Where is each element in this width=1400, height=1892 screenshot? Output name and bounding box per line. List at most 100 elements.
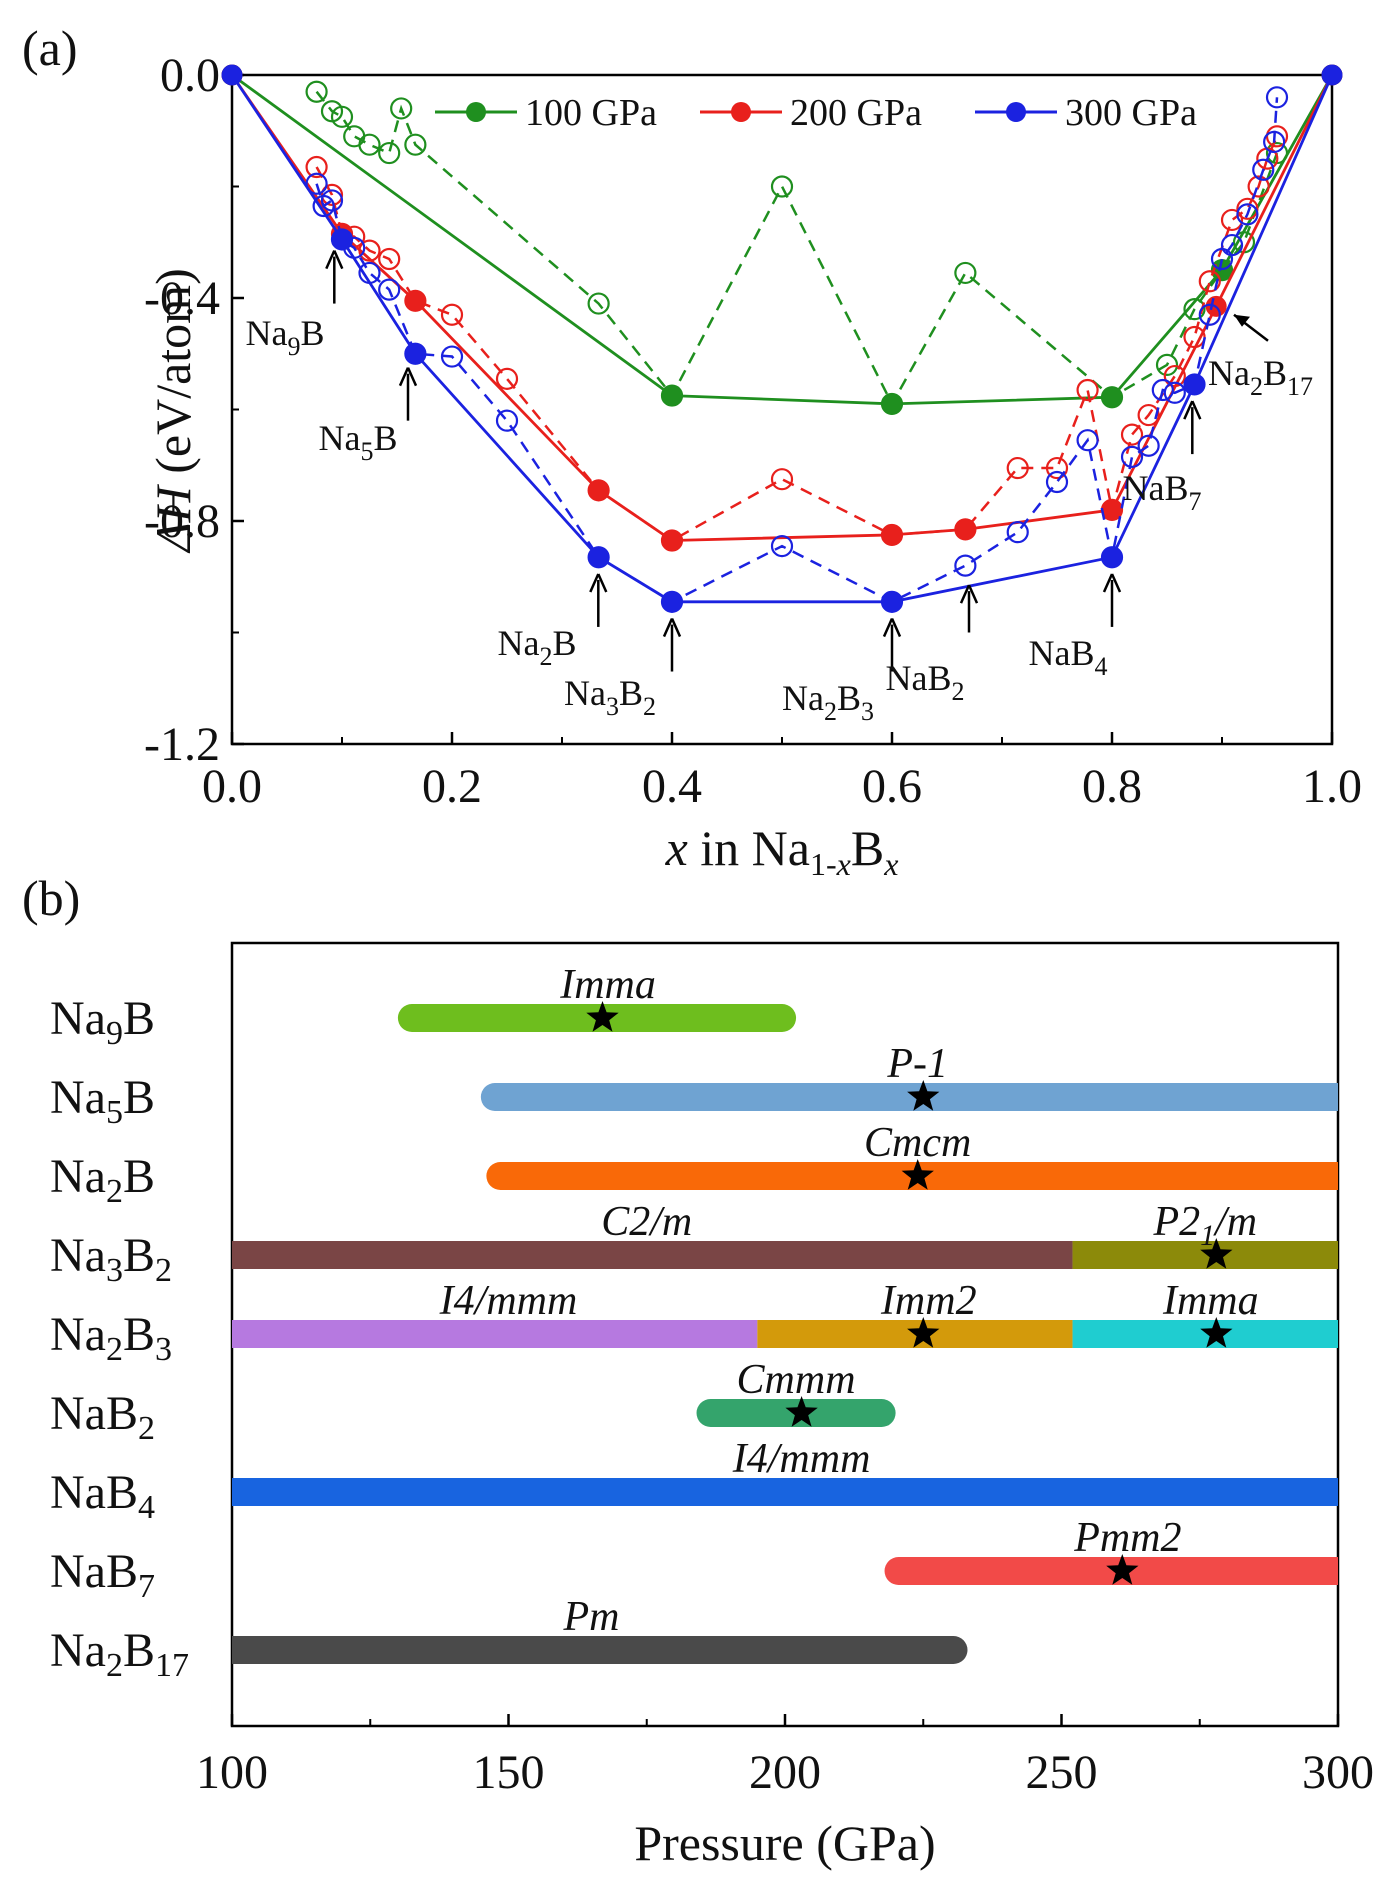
series-hull-line <box>231 73 1334 406</box>
panel-a-series <box>221 64 1343 613</box>
panel-a: (a) 0.0 0.2 0.4 0.6 0.8 1.0 0.0 -0.4 -0.8 -1.2 10… <box>22 20 1362 882</box>
metastable-point <box>495 409 519 432</box>
x-tick-label: 1.0 <box>1302 760 1362 813</box>
metastable-point <box>1263 130 1286 153</box>
metastable-point <box>770 534 794 558</box>
x-tick-label: 0.0 <box>202 760 262 813</box>
panel-a-axes: 0.0 0.2 0.4 0.6 0.8 1.0 0.0 -0.4 -0.8 -1.2 <box>144 49 1362 813</box>
phase-label: I4/mmm <box>732 1436 871 1482</box>
compound-label: NaB2 <box>50 1387 155 1447</box>
metastable-point <box>954 261 977 285</box>
compound-label: NaB4 <box>50 1466 155 1526</box>
x-tick-label: 0.2 <box>422 760 482 813</box>
compound-label: Na2B <box>50 1150 155 1210</box>
compound-label: Na2B3 <box>50 1308 172 1368</box>
panel-a-xlabel: x in Na1-xBx <box>665 820 899 882</box>
stable-star <box>1200 1317 1233 1348</box>
annotation-label: NaB4 <box>1029 633 1108 681</box>
phase-label: Imma <box>559 962 656 1008</box>
metastable-point <box>320 189 344 212</box>
x-tick-label: 0.8 <box>1082 760 1142 813</box>
metastable-point <box>390 97 413 120</box>
compound-label: Na3B2 <box>50 1229 172 1289</box>
annotation-arrowhead <box>398 367 418 387</box>
annotation-label: Na2B <box>498 623 577 671</box>
metastable-point <box>1045 456 1069 480</box>
compound-label: Na5B <box>50 1071 155 1131</box>
annotation-arrowhead <box>1102 573 1122 593</box>
hull-point <box>881 591 903 613</box>
metastable-point <box>1220 208 1244 232</box>
panel-a-legend: 100 GPa 200 GPa 300 GPa <box>435 92 1197 134</box>
annotation-label: Na5B <box>319 418 398 466</box>
phase-label: Pm <box>562 1594 619 1640</box>
annotation-label: Na9B <box>246 313 325 361</box>
phase-label: Imma <box>1162 1278 1259 1324</box>
metastable-point <box>1155 353 1179 376</box>
phase-label: Cmcm <box>864 1120 971 1166</box>
series-hull-line <box>230 74 1334 604</box>
legend-marker <box>731 102 751 122</box>
x-tick-label: 200 <box>749 1746 821 1799</box>
metastable-point <box>587 292 610 315</box>
compound-label: NaB7 <box>50 1545 155 1605</box>
annotation-arrowhead <box>325 250 344 270</box>
phase-label: P21/m <box>1152 1199 1257 1252</box>
metastable-point <box>954 554 977 577</box>
hull-point <box>404 343 426 365</box>
metastable-point <box>1076 378 1099 402</box>
metastable-point <box>1120 423 1144 446</box>
legend-marker <box>466 102 486 122</box>
metastable-point <box>378 141 401 165</box>
x-tick-label: 150 <box>473 1746 545 1799</box>
annotation-label: Na2B17 <box>1208 353 1313 401</box>
metastable-point <box>320 183 344 206</box>
phase-bar <box>232 1478 1338 1506</box>
stable-star <box>785 1396 818 1427</box>
metastable-point <box>343 125 366 148</box>
annotation-label: Na3B2 <box>564 673 656 721</box>
metastable-point <box>378 247 401 271</box>
stable-star <box>907 1080 940 1111</box>
annotation-arrowhead <box>1234 314 1250 327</box>
series-metastable-line <box>315 135 1279 542</box>
hull-point <box>1101 386 1123 408</box>
hull-point <box>1321 64 1343 86</box>
annotation-label: NaB2 <box>886 658 965 706</box>
phase-bar <box>480 1083 1338 1111</box>
phase-label: I4/mmm <box>439 1278 578 1324</box>
metastable-point <box>770 468 794 491</box>
legend-label: 200 GPa <box>790 92 922 134</box>
metastable-point <box>1183 298 1206 321</box>
panel-b-xlabel: Pressure (GPa) <box>634 1815 935 1871</box>
x-tick-label: 0.4 <box>642 760 702 813</box>
metastable-point <box>404 133 427 156</box>
phase-label: Pmm2 <box>1073 1515 1181 1561</box>
annotation-label: NaB7 <box>1123 468 1202 516</box>
annotation-arrowhead <box>589 573 608 593</box>
metastable-point <box>1163 381 1186 404</box>
metastable-point <box>305 80 328 103</box>
panel-a-frame <box>230 73 1334 746</box>
phase-bar <box>884 1557 1338 1585</box>
metastable-point <box>1006 521 1029 544</box>
hull-point <box>221 64 243 86</box>
metastable-point <box>1236 197 1259 220</box>
panel-b-axes: Na9B Na5B Na2B Na3B2 Na2B3 NaB2 NaB4 NaB7 Na2B17… <box>50 992 1374 1799</box>
hull-point <box>661 530 683 552</box>
hull-point <box>404 290 426 312</box>
metastable-point <box>1137 403 1160 427</box>
annotation-arrowhead <box>959 584 979 604</box>
y-tick-label: -0.8 <box>144 495 220 548</box>
y-tick-label: -1.2 <box>144 718 220 771</box>
metastable-point <box>1045 470 1069 494</box>
metastable-point <box>1247 175 1270 198</box>
hull-point <box>1101 546 1123 568</box>
legend-marker <box>1006 102 1026 122</box>
hull-point <box>661 591 683 613</box>
x-tick-label: 250 <box>1026 1746 1098 1799</box>
panel-a-label: (a) <box>22 20 78 76</box>
stable-star <box>586 1001 619 1032</box>
